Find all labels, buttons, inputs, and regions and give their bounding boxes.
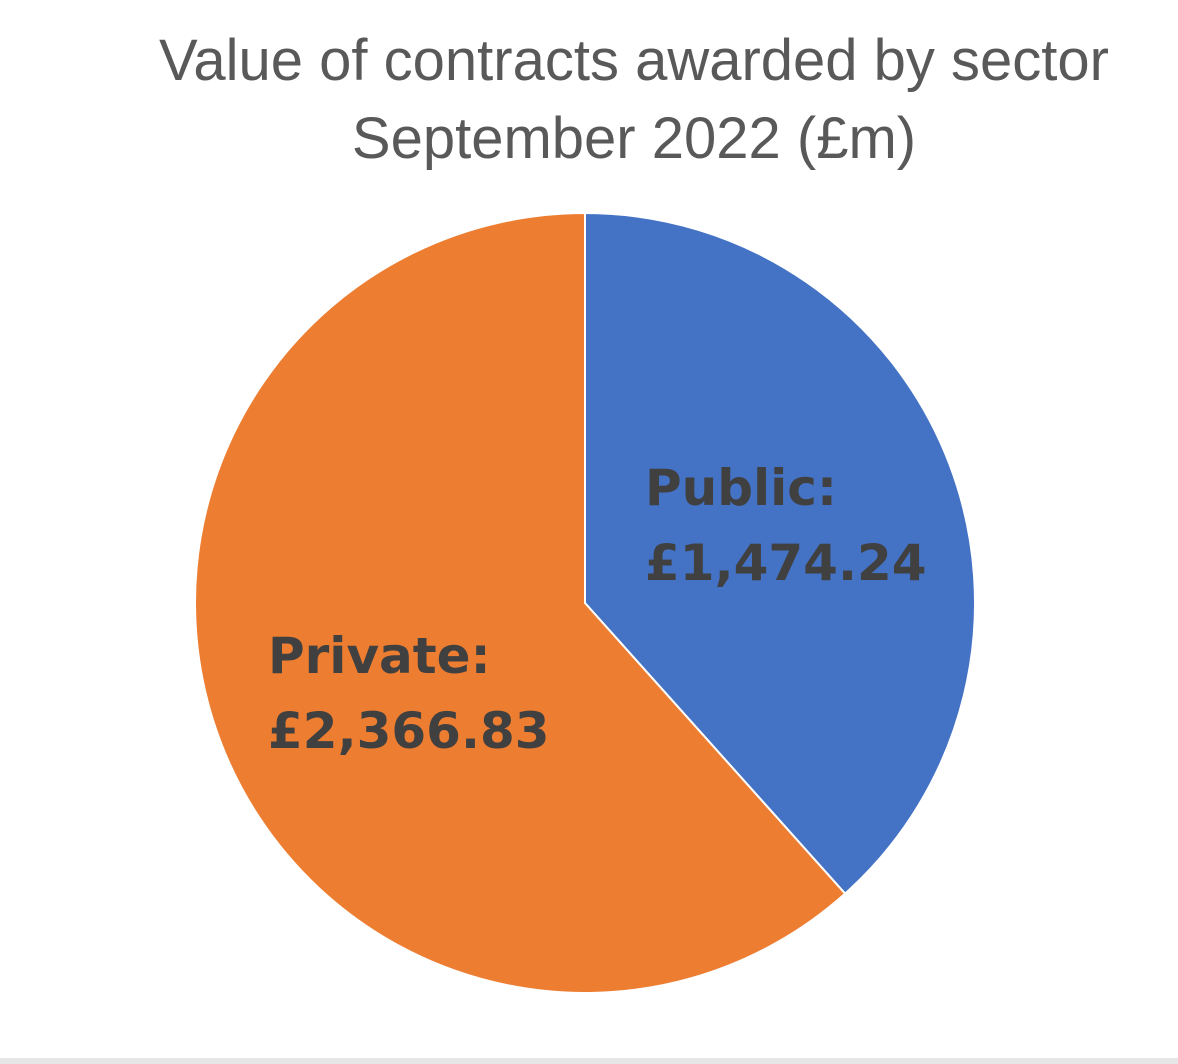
- chart-title: Value of contracts awarded by sector Sep…: [0, 22, 1178, 178]
- pie-labels: Public: £1,474.24 Private: £2,366.83: [268, 459, 927, 760]
- slice-label-value-private: £2,366.83: [268, 702, 550, 760]
- pie-slice-private: [194, 211, 847, 994]
- pie-slice-public: [584, 211, 976, 896]
- slice-label-name-private: Private:: [268, 627, 491, 685]
- slice-label-value-public: £1,474.24: [645, 534, 927, 592]
- pie-slices: [194, 211, 976, 994]
- slice-label-name-public: Public:: [645, 459, 837, 517]
- bottom-divider: [0, 1058, 1178, 1064]
- chart-subtitle: September 2022 (£m): [351, 106, 917, 171]
- chart-title-line1: Value of contracts awarded by sector: [159, 28, 1109, 93]
